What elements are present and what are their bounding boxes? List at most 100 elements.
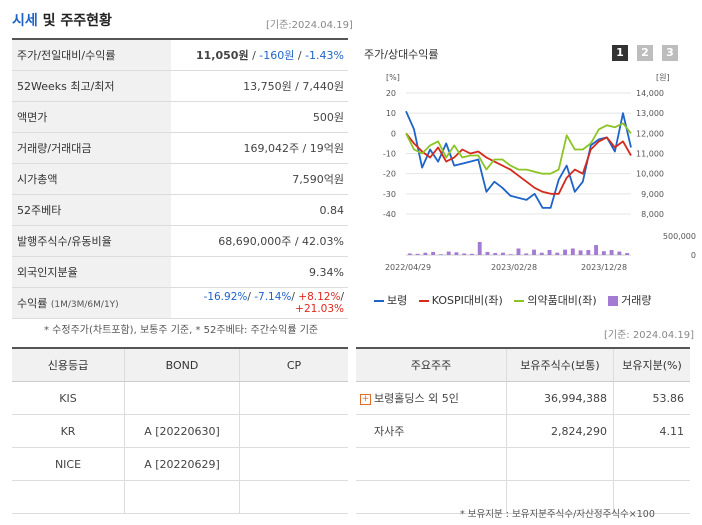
- volume-bar: [446, 251, 451, 255]
- volume-bar: [586, 250, 591, 255]
- quote-label: 외국인지분율: [12, 256, 171, 288]
- quote-row-par: 액면가 500원: [12, 101, 348, 133]
- volume-bar: [570, 248, 575, 255]
- cp-rating: [239, 414, 348, 448]
- left-unit-label: [%]: [386, 73, 400, 82]
- holder-note: * 보유지분 : 보유지분주식수/자산정주식수×100: [460, 509, 655, 520]
- quote-value: 0.84: [171, 194, 348, 226]
- table-row: KR A [20220630]: [12, 414, 348, 448]
- quote-label: 수익률: [17, 297, 48, 310]
- volume-bar: [578, 250, 583, 255]
- volume-bar: [462, 253, 467, 255]
- volume-bar: [407, 253, 412, 255]
- volume-bar: [477, 241, 482, 255]
- volume-bar: [454, 252, 459, 255]
- volume-bar: [493, 253, 498, 255]
- volume-bar: [547, 250, 552, 255]
- legend-item-pharma: 의약품대비(좌): [514, 294, 597, 307]
- holder-shares: 2,824,290: [506, 414, 614, 448]
- table-row: 자사주 2,824,290 4.11: [356, 414, 690, 448]
- series-line-2: [405, 122, 632, 175]
- table-row: [356, 480, 690, 514]
- x-tick-label: 2023/02/28: [491, 263, 537, 272]
- left-tick-label: 20: [386, 89, 396, 98]
- holder-pct: [613, 447, 690, 481]
- credit-rating-table: 신용등급 BOND CP KIS KR A [20220630] NICE A …: [12, 347, 348, 514]
- agency: KIS: [12, 381, 125, 415]
- return-1m: -16.92%: [203, 291, 248, 303]
- quote-value: 500원: [171, 101, 348, 133]
- holder-pct: 53.86: [613, 381, 690, 415]
- price-change: -160원: [259, 49, 295, 62]
- volume-bar: [516, 248, 521, 255]
- volume-bar: [539, 252, 544, 255]
- volume-bar: [625, 253, 630, 255]
- volume-bar: [431, 251, 436, 255]
- quote-value: 7,590억원: [171, 163, 348, 195]
- legend-item-kospi: KOSPI대비(좌): [418, 294, 503, 307]
- legend-item-volume: 거래량: [608, 294, 652, 307]
- holder-pct: [613, 480, 690, 514]
- holder-name: 자사주: [356, 414, 507, 448]
- holder-name: [356, 480, 507, 514]
- period-button-3[interactable]: 3: [662, 45, 678, 61]
- quote-row-foreign: 외국인지분율 9.34%: [12, 256, 348, 288]
- bond-rating: A [20220630]: [124, 414, 240, 448]
- right-tick-label: 8,000: [641, 210, 664, 219]
- quote-label: 52Weeks 최고/최저: [12, 70, 171, 102]
- quote-value: 68,690,000주 / 42.03%: [171, 225, 348, 257]
- volume-bar: [609, 250, 614, 255]
- left-tick-label: -40: [383, 210, 396, 219]
- quote-label: 시가총액: [12, 163, 171, 195]
- volume-bar: [617, 251, 622, 255]
- period-button-2[interactable]: 2: [637, 45, 653, 61]
- holder-shares: [506, 480, 614, 514]
- quote-value: 13,750원 / 7,440원: [171, 70, 348, 102]
- title-rest: 및 주주현황: [37, 13, 112, 29]
- volume-bar: [415, 253, 420, 255]
- major-shareholder-table: 주요주주 보유주식수(보통) 보유지분(%) + 보령홀딩스 외 5인 36,99…: [356, 347, 690, 514]
- volume-bar: [532, 249, 536, 255]
- quote-row-price: 주가/전일대비/수익률 11,050원 / -160원 / -1.43%: [12, 38, 348, 71]
- x-tick-label: 2022/04/29: [385, 263, 431, 272]
- legend-item-stock: 보령: [374, 294, 407, 307]
- table-row: [12, 480, 348, 514]
- chart-legend: 보령 KOSPI대비(좌) 의약품대비(좌) 거래량: [374, 292, 660, 308]
- stock-chart: [%] [원] 20 10 0 -10 -20 -30 -40 14,000 13,000 12,00…: [383, 73, 696, 272]
- quote-row-marketcap: 시가총액 7,590억원: [12, 163, 348, 195]
- quote-label: 주가/전일대비/수익률: [12, 38, 171, 71]
- right-tick-label: 9,000: [641, 190, 664, 199]
- quote-label: 발행주식수/유동비율: [12, 225, 171, 257]
- right-tick-label: 10,000: [636, 170, 664, 179]
- left-tick-label: 0: [391, 129, 396, 138]
- quote-row-beta: 52주베타 0.84: [12, 194, 348, 226]
- volume-bar: [524, 253, 529, 255]
- agency: [12, 480, 125, 514]
- return-1y: +21.03%: [295, 303, 344, 315]
- table-row: KIS: [12, 381, 348, 415]
- quote-label: 52주베타: [12, 194, 171, 226]
- holder-header: 보유주식수(보통): [506, 347, 614, 382]
- holder-pct: 4.11: [613, 414, 690, 448]
- quote-label: 거래량/거래대금: [12, 132, 171, 164]
- table-row: [356, 447, 690, 481]
- series-line-0: [405, 110, 632, 209]
- holder-shares: 36,994,388: [506, 381, 614, 415]
- volume-tick-label: 500,000: [663, 232, 696, 241]
- chart-base-date: [기준: 2024.04.19]: [604, 330, 695, 341]
- left-tick-label: -10: [383, 150, 396, 159]
- section-title: 시세 및 주주현황: [12, 10, 112, 30]
- period-button-1[interactable]: 1: [612, 45, 628, 61]
- quote-label: 액면가: [12, 101, 171, 133]
- bond-rating: [124, 381, 240, 415]
- credit-header: CP: [239, 347, 348, 382]
- quote-row-returns: 수익률 (1M/3M/6M/1Y) -16.92%/ -7.14%/ +8.12…: [12, 287, 348, 319]
- expand-plus-icon[interactable]: +: [360, 393, 371, 405]
- cp-rating: [239, 381, 348, 415]
- volume-bar: [563, 249, 567, 255]
- left-tick-label: -20: [383, 170, 396, 179]
- holder-shares: [506, 447, 614, 481]
- volume-tick-label: 0: [691, 251, 696, 260]
- right-tick-label: 11,000: [636, 150, 664, 159]
- quote-row-shares: 발행주식수/유동비율 68,690,000주 / 42.03%: [12, 225, 348, 257]
